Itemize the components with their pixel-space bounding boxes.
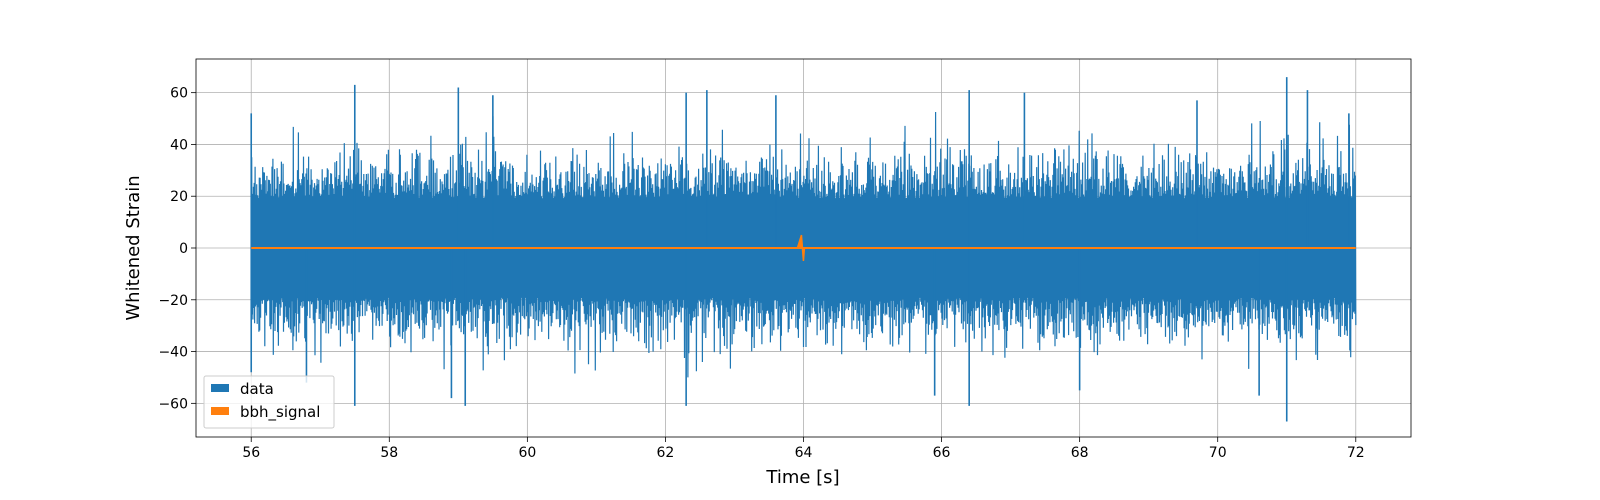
x-axis-ticks: 56 58 60 62 64 66 68 70 72 [242,437,1365,461]
x-tick-label: 68 [1071,445,1089,461]
x-tick-label: 56 [242,445,260,461]
x-tick-label: 60 [518,445,536,461]
y-tick-label: −20 [158,293,188,309]
legend-swatch-bbh-signal [211,407,229,415]
x-tick-label: 58 [380,445,398,461]
x-tick-label: 64 [795,445,813,461]
x-tick-label: 62 [657,445,675,461]
y-tick-label: 40 [170,137,188,153]
y-axis-ticks: −60 −40 −20 0 20 40 60 [158,86,196,412]
series-line-data [250,111,1357,378]
legend-label-bbh-signal: bbh_signal [240,403,320,422]
legend-box [203,375,335,429]
legend: data bbh_signal [203,375,335,429]
bbh-signal-merger [796,234,806,262]
y-tick-label: 0 [179,241,188,257]
y-tick-label: 20 [170,189,188,205]
series-bbh-signal [251,234,1356,262]
legend-swatch-data [211,384,229,392]
y-axis-label: Whitened Strain [123,175,144,320]
series-data [250,77,1357,422]
legend-label-data: data [240,380,274,398]
x-tick-label: 72 [1347,445,1365,461]
x-tick-label: 66 [933,445,951,461]
y-tick-label: −40 [158,345,188,361]
x-axis-label: Time [s] [765,467,839,488]
y-tick-label: −60 [158,396,188,412]
y-tick-label: 60 [170,86,188,102]
x-tick-label: 70 [1209,445,1227,461]
